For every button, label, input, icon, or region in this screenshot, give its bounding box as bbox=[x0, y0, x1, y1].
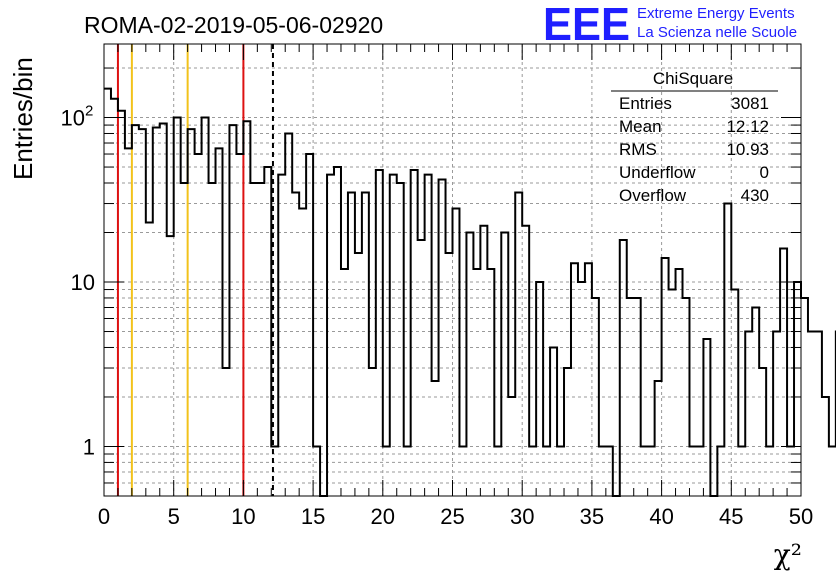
stats-value-entries: 3081 bbox=[731, 94, 769, 113]
eee-logo-line2: La Scienza nelle Scuole bbox=[637, 24, 797, 41]
stats-title: ChiSquare bbox=[653, 69, 733, 88]
x-tick-label: 10 bbox=[231, 504, 255, 529]
x-tick-label: 20 bbox=[371, 504, 395, 529]
stats-value-underflow: 0 bbox=[760, 163, 769, 182]
stats-box: ChiSquare Entries 3081 Mean 12.12 RMS 10… bbox=[611, 69, 778, 205]
y-tick-label: 1 bbox=[83, 434, 95, 459]
x-axis-label: χ² bbox=[774, 538, 802, 571]
y-tick-label: 10 bbox=[61, 106, 85, 131]
stats-value-rms: 10.93 bbox=[726, 140, 769, 159]
x-tick-label: 30 bbox=[510, 504, 534, 529]
x-tick-label: 15 bbox=[301, 504, 325, 529]
x-tick-label: 5 bbox=[168, 504, 180, 529]
stats-label-rms: RMS bbox=[619, 140, 657, 159]
stats-label-underflow: Underflow bbox=[619, 163, 696, 182]
eee-logo-mark: EEE bbox=[543, 0, 630, 50]
grid bbox=[104, 44, 801, 497]
eee-logo-line1: Extreme Energy Events bbox=[637, 5, 795, 22]
x-tick-label: 40 bbox=[649, 504, 673, 529]
y-axis-label: Entries/bin bbox=[8, 57, 38, 180]
stats-value-mean: 12.12 bbox=[726, 117, 769, 136]
stats-label-overflow: Overflow bbox=[619, 186, 687, 205]
stats-label-mean: Mean bbox=[619, 117, 662, 136]
x-tick-label: 0 bbox=[98, 504, 110, 529]
y-tick-label: 10 bbox=[71, 270, 95, 295]
x-tick-labels: 0 5 10 15 20 25 30 35 40 45 50 bbox=[98, 504, 813, 529]
chart-title: ROMA-02-2019-05-06-02920 bbox=[84, 12, 383, 38]
axis-ticks bbox=[103, 44, 802, 497]
stats-label-entries: Entries bbox=[619, 94, 672, 113]
eee-logo: EEE Extreme Energy Events La Scienza nel… bbox=[543, 0, 797, 50]
stats-value-overflow: 430 bbox=[741, 186, 769, 205]
x-tick-label: 25 bbox=[440, 504, 464, 529]
histogram-steps bbox=[104, 87, 836, 497]
x-tick-label: 50 bbox=[789, 504, 813, 529]
y-tick-label-exponent: 2 bbox=[85, 103, 93, 120]
x-tick-label: 45 bbox=[719, 504, 743, 529]
vertical-markers bbox=[116, 44, 274, 496]
x-tick-label: 35 bbox=[580, 504, 604, 529]
